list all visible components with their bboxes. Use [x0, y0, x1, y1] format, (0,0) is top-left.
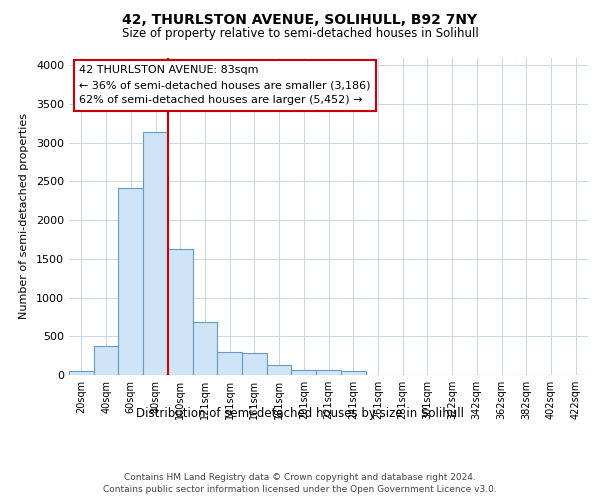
Bar — [267, 365, 292, 375]
Bar — [118, 188, 143, 375]
Bar — [341, 370, 365, 375]
Text: Size of property relative to semi-detached houses in Solihull: Size of property relative to semi-detach… — [122, 28, 478, 40]
Text: Contains HM Land Registry data © Crown copyright and database right 2024.: Contains HM Land Registry data © Crown c… — [124, 472, 476, 482]
Bar — [94, 346, 118, 375]
Bar — [143, 132, 168, 375]
Bar — [168, 249, 193, 375]
Text: 42 THURLSTON AVENUE: 83sqm
← 36% of semi-detached houses are smaller (3,186)
62%: 42 THURLSTON AVENUE: 83sqm ← 36% of semi… — [79, 66, 371, 105]
Bar — [242, 352, 267, 375]
Text: Distribution of semi-detached houses by size in Solihull: Distribution of semi-detached houses by … — [136, 408, 464, 420]
Bar — [217, 352, 242, 375]
Y-axis label: Number of semi-detached properties: Number of semi-detached properties — [19, 114, 29, 320]
Bar — [69, 371, 94, 375]
Text: 42, THURLSTON AVENUE, SOLIHULL, B92 7NY: 42, THURLSTON AVENUE, SOLIHULL, B92 7NY — [122, 12, 478, 26]
Bar — [193, 322, 217, 375]
Bar — [292, 370, 316, 375]
Bar — [316, 370, 341, 375]
Text: Contains public sector information licensed under the Open Government Licence v3: Contains public sector information licen… — [103, 485, 497, 494]
